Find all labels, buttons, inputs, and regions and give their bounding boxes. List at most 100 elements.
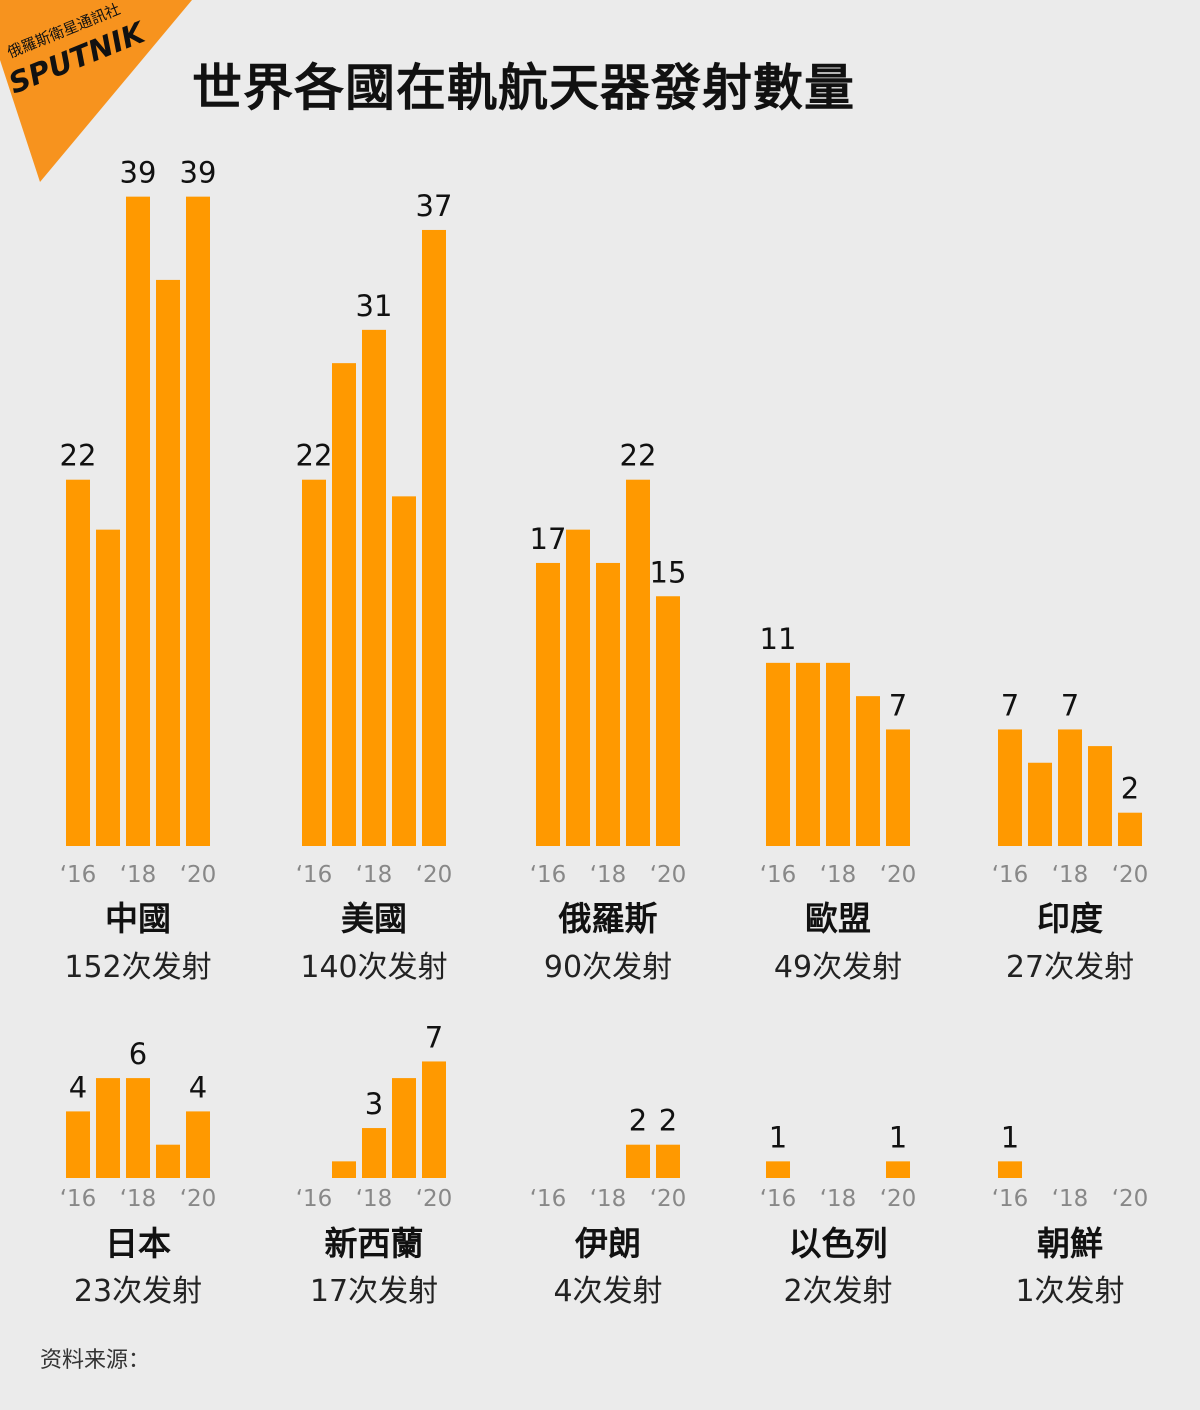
x-tick-label: ‘18 xyxy=(820,1186,857,1212)
bar xyxy=(596,562,620,846)
country-name: 美國 xyxy=(341,899,407,938)
country-name: 日本 xyxy=(105,1224,171,1263)
x-tick-label: ‘20 xyxy=(1112,862,1149,888)
bar xyxy=(362,329,386,847)
value-label: 7 xyxy=(425,1020,443,1054)
value-label: 4 xyxy=(189,1070,207,1104)
value-label: 22 xyxy=(296,439,333,473)
x-tick-label: ‘18 xyxy=(120,1186,157,1212)
x-tick-label: ‘18 xyxy=(1052,862,1089,888)
bar xyxy=(626,479,650,846)
x-tick-label: ‘20 xyxy=(650,1186,687,1212)
launch-total: 2次发射 xyxy=(783,1274,892,1309)
x-tick-label: ‘20 xyxy=(180,1186,217,1212)
bar xyxy=(998,1161,1022,1178)
bar xyxy=(96,529,120,846)
x-tick-label: ‘18 xyxy=(1052,1186,1089,1212)
value-label: 7 xyxy=(1061,688,1079,722)
bar xyxy=(392,496,416,846)
value-label: 22 xyxy=(60,439,97,473)
x-tick-label: ‘20 xyxy=(416,862,453,888)
x-tick-label: ‘16 xyxy=(760,1186,797,1212)
x-tick-label: ‘16 xyxy=(992,862,1029,888)
x-tick-label: ‘16 xyxy=(296,1186,333,1212)
launch-total: 140次发射 xyxy=(300,950,447,985)
value-label: 7 xyxy=(889,688,907,722)
x-tick-label: ‘16 xyxy=(760,862,797,888)
x-tick-label: ‘16 xyxy=(296,862,333,888)
x-tick-label: ‘18 xyxy=(820,862,857,888)
launch-total: 27次发射 xyxy=(1006,950,1134,985)
bar xyxy=(536,562,560,846)
bar xyxy=(998,729,1022,846)
bar xyxy=(186,196,210,846)
x-tick-label: ‘18 xyxy=(590,1186,627,1212)
value-label: 11 xyxy=(760,622,797,656)
bar xyxy=(66,479,90,846)
bar xyxy=(1118,812,1142,846)
bar xyxy=(1028,762,1052,846)
bar xyxy=(826,662,850,846)
source-label: 资料来源： xyxy=(40,1348,151,1373)
country-name: 以色列 xyxy=(789,1224,888,1263)
launch-total: 1次发射 xyxy=(1015,1274,1124,1309)
x-tick-label: ‘16 xyxy=(992,1186,1029,1212)
x-tick-label: ‘18 xyxy=(590,862,627,888)
value-label: 3 xyxy=(365,1087,383,1121)
value-label: 6 xyxy=(129,1037,147,1071)
bar xyxy=(332,1161,356,1178)
bar xyxy=(656,596,680,846)
x-tick-label: ‘20 xyxy=(880,1186,917,1212)
x-tick-label: ‘20 xyxy=(180,862,217,888)
value-label: 31 xyxy=(356,289,393,323)
x-tick-label: ‘16 xyxy=(530,1186,567,1212)
x-tick-label: ‘20 xyxy=(416,1186,453,1212)
bar xyxy=(332,363,356,846)
bar xyxy=(796,662,820,846)
value-label: 4 xyxy=(69,1070,87,1104)
x-tick-label: ‘16 xyxy=(60,1186,97,1212)
bar xyxy=(886,729,910,846)
bar xyxy=(856,696,880,846)
country-name: 印度 xyxy=(1037,899,1103,938)
value-label: 2 xyxy=(659,1104,677,1138)
x-tick-label: ‘20 xyxy=(650,862,687,888)
value-label: 37 xyxy=(416,189,453,223)
launch-total: 23次发射 xyxy=(74,1274,202,1309)
country-name: 伊朗 xyxy=(574,1224,641,1263)
bar xyxy=(156,279,180,846)
bar xyxy=(126,1078,150,1178)
bar xyxy=(392,1078,416,1178)
bar xyxy=(1088,746,1112,846)
launch-total: 4次发射 xyxy=(553,1274,662,1309)
x-tick-label: ‘20 xyxy=(1112,1186,1149,1212)
value-label: 2 xyxy=(629,1104,647,1138)
value-label: 39 xyxy=(120,156,157,190)
bar xyxy=(66,1111,90,1178)
x-tick-label: ‘20 xyxy=(880,862,917,888)
bar xyxy=(766,1161,790,1178)
bar xyxy=(656,1144,680,1178)
value-label: 2 xyxy=(1121,772,1139,806)
launch-total: 90次发射 xyxy=(544,950,672,985)
bar xyxy=(186,1111,210,1178)
x-tick-label: ‘16 xyxy=(60,862,97,888)
x-tick-label: ‘16 xyxy=(530,862,567,888)
sputnik-logo: 俄羅斯衛星通訊社 SPUTNIK xyxy=(0,0,192,182)
bar xyxy=(626,1144,650,1178)
bar xyxy=(156,1144,180,1178)
x-tick-label: ‘18 xyxy=(356,1186,393,1212)
country-name: 歐盟 xyxy=(805,899,871,938)
bar xyxy=(566,529,590,846)
launch-total: 49次发射 xyxy=(774,950,902,985)
value-label: 15 xyxy=(650,555,687,589)
launch-total: 17次发射 xyxy=(310,1274,438,1309)
value-label: 39 xyxy=(180,156,217,190)
bar xyxy=(96,1078,120,1178)
page-title: 世界各國在軌航天器發射數量 xyxy=(192,59,855,117)
x-tick-label: ‘18 xyxy=(120,862,157,888)
bar xyxy=(126,196,150,846)
bar xyxy=(766,662,790,846)
bar xyxy=(302,479,326,846)
value-label: 7 xyxy=(1001,688,1019,722)
